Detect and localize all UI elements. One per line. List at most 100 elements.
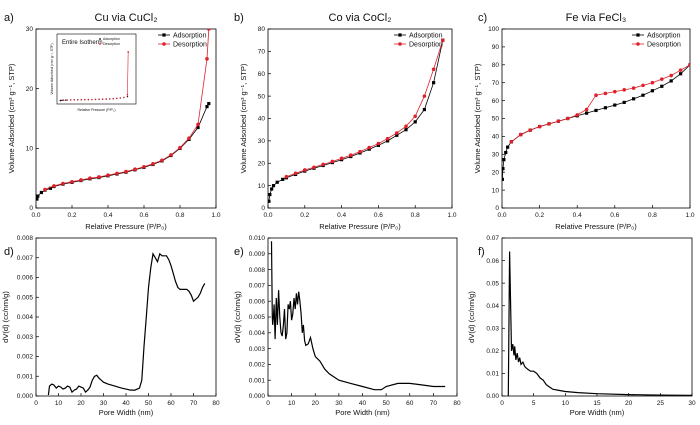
series-line-desorption xyxy=(511,64,690,143)
data-point-desorption xyxy=(650,80,655,85)
x-tick-label: 0 xyxy=(266,400,270,407)
data-point-desorption xyxy=(293,171,298,176)
inset-rise xyxy=(127,51,129,97)
data-point-adsorption xyxy=(669,79,673,83)
inset-data-point xyxy=(123,96,125,99)
y-tick-label: 50 xyxy=(258,93,266,100)
data-point-desorption xyxy=(97,175,101,179)
data-point-desorption xyxy=(594,93,598,98)
data-point-desorption xyxy=(160,158,164,163)
chart-title: Co via CoCl₂ xyxy=(329,12,392,24)
y-tick-label: 10 xyxy=(492,187,500,194)
data-point-adsorption xyxy=(502,167,505,171)
inset-data-point xyxy=(116,97,118,100)
series-line-psd xyxy=(47,252,206,396)
data-point-adsorption xyxy=(275,180,279,184)
data-point-adsorption xyxy=(39,190,43,195)
y-tick-label: 0.04 xyxy=(486,303,499,310)
chart-panel-3: c) Fe via FeCl₃ 0.0 0.2 0.4 0.6 0.8 1.0 0 10 20 30 4… xyxy=(473,12,695,231)
data-layer xyxy=(507,251,692,396)
y-tick-label: 0.007 xyxy=(17,255,34,262)
data-layer xyxy=(36,29,211,201)
y-tick-label: 0.03 xyxy=(486,325,499,332)
y-tick-label: 0.008 xyxy=(249,267,266,274)
data-point-desorption xyxy=(187,136,191,140)
x-axis-label: Pore Width (nm) xyxy=(99,408,154,417)
data-point-desorption xyxy=(358,149,362,154)
data-point-desorption xyxy=(669,73,673,78)
data-point-desorption xyxy=(431,67,436,72)
inset-legend-marker xyxy=(99,43,101,45)
data-point-adsorption xyxy=(603,106,607,110)
chart-panel-4: d) 0 10 20 30 40 50 60 70 80 0.000 0.001 0.002 0.003 0… xyxy=(1,235,220,417)
x-tick-label: 30 xyxy=(688,400,696,407)
data-point-adsorption xyxy=(36,194,40,198)
x-tick-label: 0.6 xyxy=(374,212,383,219)
y-tick-label: 40 xyxy=(258,116,266,123)
inset-data-point xyxy=(126,95,129,98)
plot-frame xyxy=(35,237,217,397)
y-axis-label: dV(d) (cc/nm/g) xyxy=(467,291,476,343)
chart-panel-5: e) 0 10 20 30 40 50 60 70 80 0.000 0.001 0.002 0.003 0… xyxy=(233,235,461,417)
y-axis-label: Volume Adsorbed (cm³ g⁻¹, STP) xyxy=(239,63,248,173)
legend-marker xyxy=(398,33,402,37)
data-point-desorption xyxy=(196,122,200,127)
data-point-desorption xyxy=(142,165,146,169)
y-tick-label: 0.05 xyxy=(486,280,499,287)
data-point-desorption xyxy=(312,165,316,170)
series-line-psd xyxy=(270,241,446,391)
data-point-desorption xyxy=(537,124,542,129)
x-tick-label: 0.2 xyxy=(300,212,309,219)
x-tick-label: 0.0 xyxy=(31,212,40,219)
inset-chart: Entire Isotherm Relative Pressure (P/P₀) V… xyxy=(50,33,137,112)
x-tick-label: 1.0 xyxy=(447,212,456,219)
y-tick-label: 60 xyxy=(492,98,500,105)
data-point-desorption xyxy=(413,114,418,119)
data-point-desorption xyxy=(178,145,182,150)
x-tick-label: 1.0 xyxy=(211,212,220,219)
x-tick-label: 0.8 xyxy=(411,212,420,219)
data-point-adsorption xyxy=(36,197,39,201)
x-tick-label: 1.0 xyxy=(685,212,694,219)
legend-marker xyxy=(398,42,402,46)
data-point-desorption xyxy=(566,116,570,121)
x-tick-label: 50 xyxy=(145,400,153,407)
data-point-adsorption xyxy=(432,81,436,85)
data-point-desorption xyxy=(584,107,589,112)
inset-data-point xyxy=(127,51,129,53)
data-point-adsorption xyxy=(404,128,408,132)
y-tick-label: 0.002 xyxy=(249,362,266,369)
data-point-desorption xyxy=(528,128,532,132)
data-point-adsorption xyxy=(196,125,200,130)
y-axis-label: Volume Adsorbed (cm³ g⁻¹, STP) xyxy=(473,63,482,173)
x-tick-label: 0.2 xyxy=(67,212,76,219)
inset-data-point xyxy=(66,99,68,101)
inset-data-point xyxy=(61,99,63,102)
x-tick-label: 30 xyxy=(100,400,108,407)
x-tick-label: 10 xyxy=(562,400,570,407)
y-tick-label: 0.004 xyxy=(17,314,34,321)
data-point-desorption xyxy=(385,136,390,141)
y-tick-label: 90 xyxy=(492,44,500,51)
plot-frame xyxy=(267,237,458,397)
y-tick-label: 80 xyxy=(492,62,500,69)
x-tick-label: 60 xyxy=(406,400,414,407)
data-point-adsorption xyxy=(679,72,683,76)
data-point-adsorption xyxy=(271,184,276,188)
inset-data-point xyxy=(84,98,86,101)
x-tick-label: 0.4 xyxy=(573,212,582,219)
data-point-desorption xyxy=(688,63,690,67)
series-line-psd xyxy=(507,251,692,396)
data-point-adsorption xyxy=(413,120,417,124)
data-point-desorption xyxy=(284,174,289,179)
data-point-adsorption xyxy=(506,145,510,149)
plot-frame xyxy=(501,28,691,209)
legend-entry: Desorption xyxy=(647,42,681,49)
x-tick-label: 0.4 xyxy=(103,212,112,219)
y-tick-label: 0.02 xyxy=(486,348,499,355)
y-tick-label: 30 xyxy=(26,26,34,33)
data-point-desorption xyxy=(422,94,427,98)
data-point-desorption xyxy=(124,169,128,174)
inset-legend-entry: Adsorption xyxy=(103,37,120,41)
